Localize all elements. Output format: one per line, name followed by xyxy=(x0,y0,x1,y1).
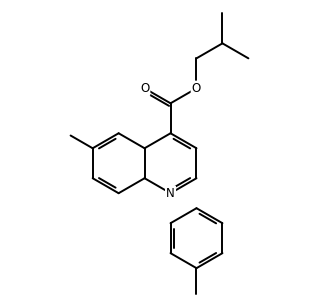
Text: O: O xyxy=(192,82,201,95)
Text: O: O xyxy=(140,82,149,95)
Text: N: N xyxy=(166,187,175,200)
